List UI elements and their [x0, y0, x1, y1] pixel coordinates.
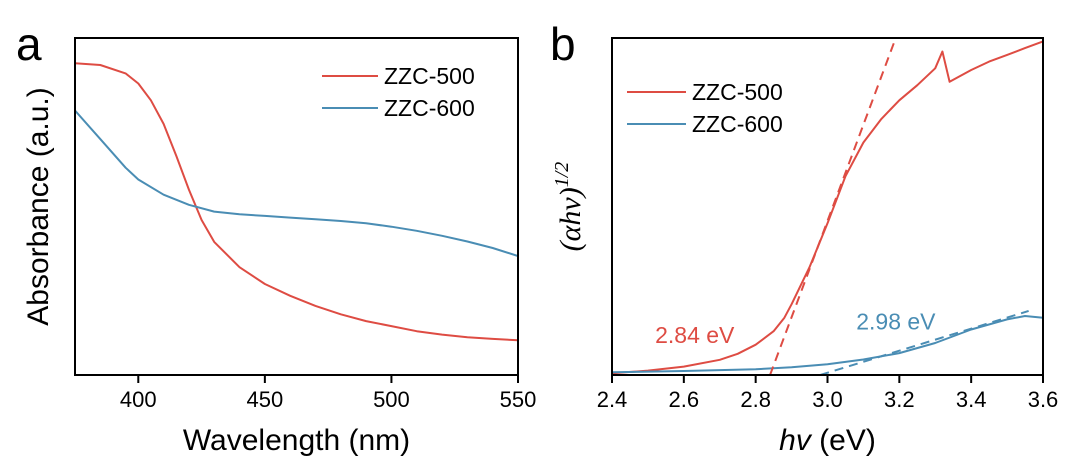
y-axis-label: (αhv)1/2 — [551, 162, 587, 252]
x-tick-label: 3.4 — [956, 387, 987, 412]
panel-a: 400 450 500 550 a ZZC-500 ZZC-600 Wavelength (n… — [16, 18, 536, 457]
x-axis-label-unit: (eV) — [811, 424, 876, 457]
tangent-line — [820, 310, 1029, 375]
x-tick-label: 3.6 — [1028, 387, 1059, 412]
x-axis-label: Wavelength (nm) — [183, 424, 410, 457]
x-tick-label: 500 — [373, 387, 410, 412]
band-gap-label: 2.84 eV — [655, 322, 735, 348]
panel-letter: b — [550, 18, 576, 70]
series-line-zzc-600 — [75, 109, 518, 257]
x-axis-label: hv (eV) — [779, 424, 876, 457]
legend-label: ZZC-500 — [692, 79, 783, 105]
legend-label: ZZC-600 — [384, 95, 475, 121]
x-tick-label: 450 — [246, 387, 283, 412]
x-tick-label: 550 — [500, 387, 537, 412]
x-tick-label: 2.8 — [740, 387, 771, 412]
legend-label: ZZC-500 — [384, 63, 475, 89]
legend-label: ZZC-600 — [692, 111, 783, 137]
x-axis-label-symbol: hv — [779, 424, 813, 457]
x-tick-label: 400 — [120, 387, 157, 412]
x-tick-label: 3.2 — [884, 387, 915, 412]
panel-letter: a — [16, 18, 42, 70]
series-line-zzc-500 — [75, 62, 518, 342]
band-gap-label: 2.98 eV — [856, 309, 936, 335]
series-line-zzc-500 — [612, 40, 1043, 375]
panel-b: 2.4 2.6 2.8 3.0 3.2 3.4 3.6 b ZZC-500 ZZC-600 2.84… — [550, 18, 1058, 457]
x-tick-label: 2.4 — [597, 387, 628, 412]
plot-frame — [74, 37, 519, 376]
y-axis-label-exponent: 1/2 — [551, 162, 573, 188]
y-axis-label-body: (αhv) — [554, 187, 587, 251]
x-tick-label: 2.6 — [669, 387, 700, 412]
x-tick-label: 3.0 — [812, 387, 843, 412]
y-axis-label: Absorbance (a.u.) — [22, 87, 55, 325]
